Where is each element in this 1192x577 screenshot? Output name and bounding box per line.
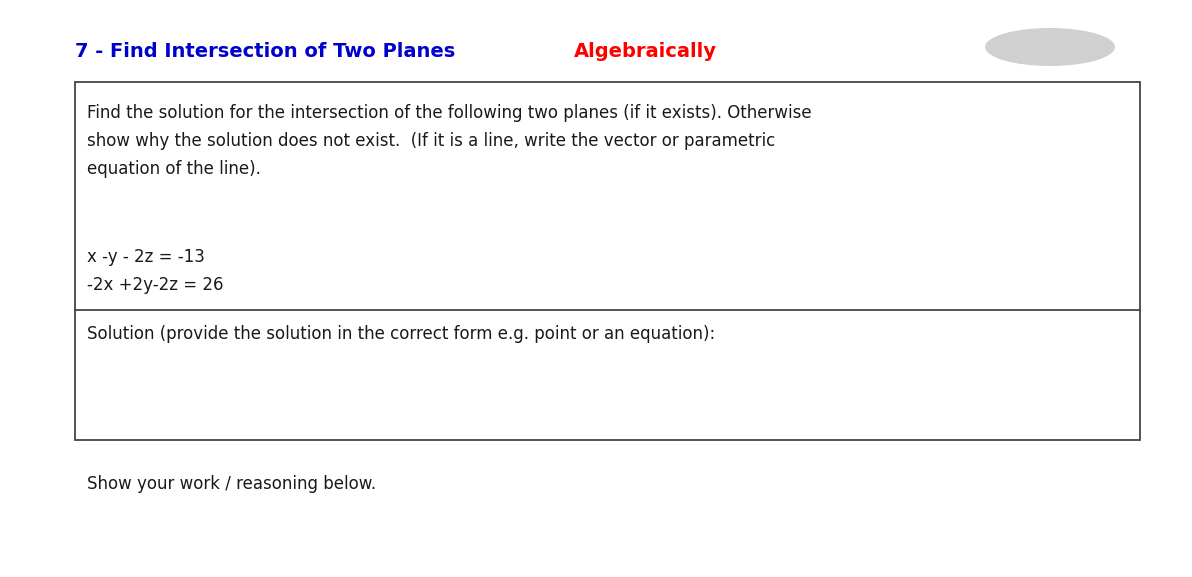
Text: -2x +2y-2z = 26: -2x +2y-2z = 26 xyxy=(87,276,224,294)
Text: Find the solution for the intersection of the following two planes (if it exists: Find the solution for the intersection o… xyxy=(87,104,812,122)
Text: Solution (provide the solution in the correct form e.g. point or an equation):: Solution (provide the solution in the co… xyxy=(87,325,715,343)
Ellipse shape xyxy=(985,28,1115,66)
Text: Algebraically: Algebraically xyxy=(575,42,718,61)
Text: show why the solution does not exist.  (If it is a line, write the vector or par: show why the solution does not exist. (I… xyxy=(87,132,775,150)
Text: x -y - 2z = -13: x -y - 2z = -13 xyxy=(87,248,205,266)
Text: equation of the line).: equation of the line). xyxy=(87,160,261,178)
Text: 7 - Find Intersection of Two Planes: 7 - Find Intersection of Two Planes xyxy=(75,42,462,61)
Bar xyxy=(75,82,1140,440)
Text: Show your work / reasoning below.: Show your work / reasoning below. xyxy=(87,475,377,493)
